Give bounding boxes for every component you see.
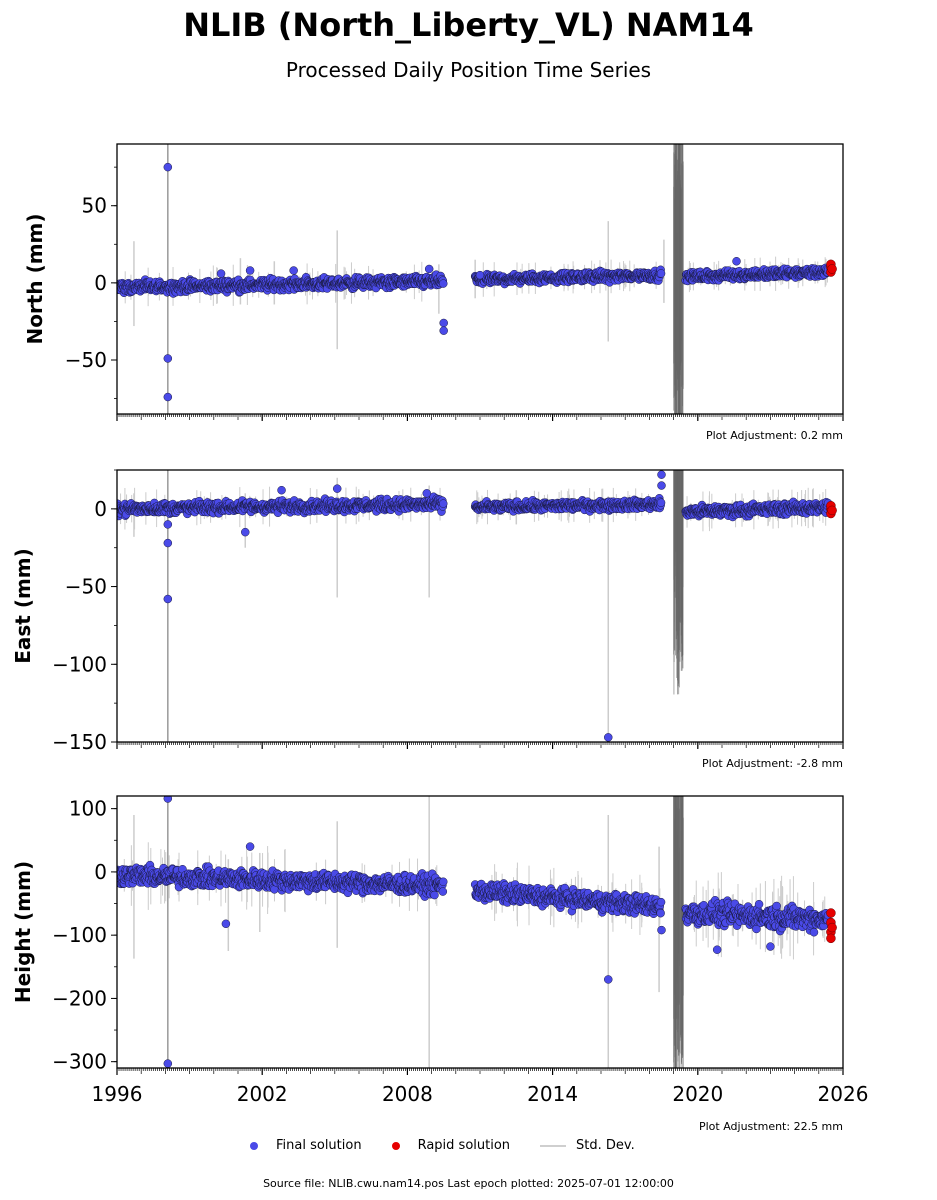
y-tick-label: 0 bbox=[94, 271, 107, 295]
plot-adjustment-note: Plot Adjustment: -2.8 mm bbox=[702, 757, 843, 770]
final-point bbox=[657, 470, 666, 479]
plot-adjustment-note: Plot Adjustment: 0.2 mm bbox=[706, 429, 843, 442]
final-point bbox=[163, 538, 173, 548]
final-point bbox=[241, 527, 250, 537]
final-point bbox=[439, 318, 448, 328]
panel-2: −150 −100 −50 0 East (mm) Plot Adjustment: -2… bbox=[11, 469, 844, 770]
y-tick-label: −100 bbox=[52, 652, 107, 676]
final-point bbox=[439, 279, 448, 288]
y-axis-label: East (mm) bbox=[11, 548, 35, 664]
final-point bbox=[163, 392, 173, 402]
y-tick-label: −50 bbox=[65, 348, 107, 372]
final-point bbox=[656, 269, 666, 278]
final-point bbox=[245, 266, 255, 275]
final-point bbox=[656, 498, 666, 507]
plot-area bbox=[117, 470, 837, 742]
rapid-point bbox=[827, 264, 837, 274]
y-tick-label: 0 bbox=[94, 497, 107, 521]
final-point bbox=[163, 520, 173, 529]
final-point bbox=[332, 484, 342, 493]
final-point bbox=[163, 594, 173, 604]
y-tick-label: −50 bbox=[65, 575, 107, 599]
final-point bbox=[604, 733, 613, 742]
final-point bbox=[475, 270, 485, 280]
plot-area bbox=[117, 144, 837, 414]
final-point bbox=[439, 499, 448, 508]
rapid-point bbox=[827, 505, 837, 516]
chart-subtitle: Processed Daily Position Time Series bbox=[285, 58, 652, 82]
y-tick-label: 50 bbox=[82, 194, 107, 218]
y-tick-label: −150 bbox=[52, 730, 107, 754]
final-point bbox=[424, 264, 434, 274]
final-point bbox=[163, 354, 173, 363]
panel-1: −50 0 50 North (mm) Plot Adjustment: 0.2 mm bbox=[23, 143, 844, 442]
y-axis-label: North (mm) bbox=[23, 213, 47, 344]
final-point bbox=[289, 266, 298, 275]
chart-title: NLIB (North_Liberty_VL) NAM14 bbox=[183, 6, 754, 44]
plot-area bbox=[117, 796, 837, 1068]
final-point bbox=[277, 485, 286, 495]
final-point bbox=[657, 481, 666, 490]
final-point bbox=[422, 489, 432, 498]
final-point bbox=[732, 257, 741, 266]
final-point bbox=[163, 162, 173, 172]
final-point bbox=[216, 269, 226, 278]
final-point bbox=[439, 326, 448, 335]
